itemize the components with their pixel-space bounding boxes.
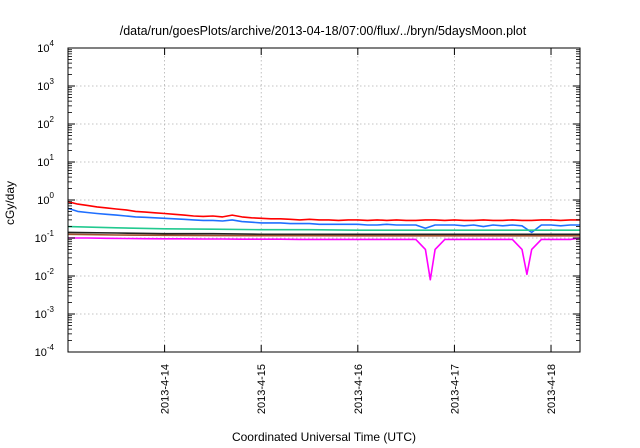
- series-layer: [67, 200, 581, 281]
- x-tick-label: 2013-4-18: [546, 364, 558, 414]
- y-tick-label: 102: [37, 115, 54, 131]
- series-line-3: [67, 225, 580, 231]
- chart-title: /data/run/goesPlots/archive/2013-04-18/0…: [120, 24, 527, 38]
- series-line-5: [67, 233, 580, 237]
- grid-layer: [68, 48, 580, 352]
- y-tick-layer: 10-4 10-3 10-2 10-1 100 101 102 103 104: [35, 39, 580, 359]
- series-line-2: [67, 207, 580, 234]
- x-tick-layer: 2013-4-14 2013-4-15 2013-4-16 2013-4-17 2013…: [160, 48, 558, 414]
- series-line-4: [67, 231, 580, 236]
- plot-frame: [67, 47, 581, 353]
- y-tick-label: 101: [37, 153, 54, 169]
- y-tick-label: 10-2: [35, 267, 55, 283]
- x-tick-label: 2013-4-16: [353, 364, 365, 414]
- x-tick-label: 2013-4-14: [160, 364, 172, 414]
- y-tick-label: 100: [37, 191, 54, 207]
- x-axis-label: Coordinated Universal Time (UTC): [232, 430, 416, 444]
- y-tick-label: 10-1: [35, 229, 55, 245]
- y-axis-label: cGy/day: [3, 181, 17, 225]
- y-tick-label: 104: [37, 39, 54, 55]
- y-tick-label: 10-3: [35, 305, 55, 321]
- x-tick-label: 2013-4-15: [256, 364, 268, 414]
- y-tick-label: 103: [37, 77, 54, 93]
- series-line-1: [67, 200, 580, 222]
- series-line-6: [68, 237, 581, 281]
- x-tick-label: 2013-4-17: [449, 364, 461, 414]
- y-tick-label: 10-4: [35, 343, 55, 359]
